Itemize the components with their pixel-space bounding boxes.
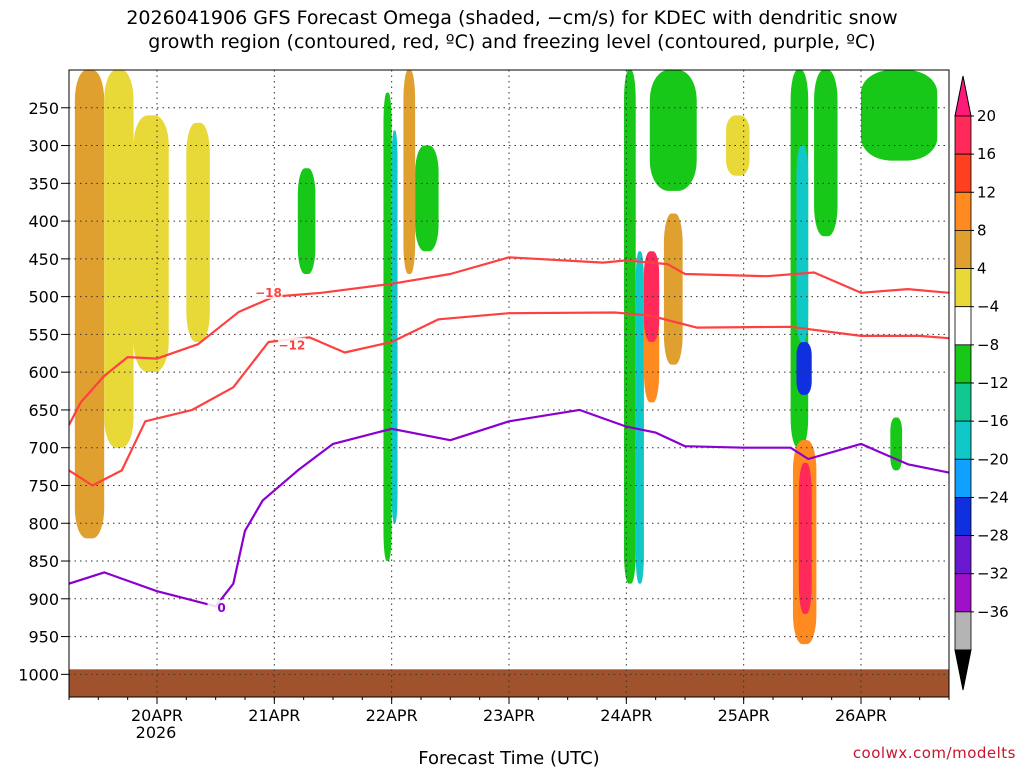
- omega-patch: [74, 70, 105, 539]
- y-tick-label: 750: [28, 476, 59, 495]
- y-tick-label: 800: [28, 514, 59, 533]
- colorbar-swatch: [954, 344, 972, 384]
- colorbar-swatch: [954, 573, 972, 613]
- colorbar-label: −4: [977, 298, 999, 316]
- colorbar: 20 16 12 8 4 −4 −8 −12 −16 −20 −24 −28 −32 −36: [954, 75, 1009, 691]
- colorbar-label: 16: [977, 145, 996, 163]
- colorbar-swatch: [954, 306, 972, 346]
- y-tick-label: 300: [28, 137, 59, 156]
- colorbar-swatch: [954, 115, 972, 155]
- colorbar-label: −32: [977, 565, 1009, 583]
- colorbar-label: −36: [977, 603, 1009, 621]
- omega-patch: [663, 213, 683, 365]
- x-tick-label: 25APR: [718, 706, 770, 725]
- contour-lines: −18 −12 0: [69, 256, 949, 615]
- contour-label: −12: [279, 339, 306, 353]
- contour-label: 0: [217, 601, 225, 615]
- colorbar-label: −8: [977, 336, 999, 354]
- x-axis: 20APR 21APR 22APR 23APR 24APR 25APR 26APR: [68, 697, 950, 725]
- y-tick-label: 500: [28, 288, 59, 307]
- y-tick-label: 600: [28, 363, 59, 382]
- y-axis: 250 300 350 400 450 500 550 600 650 700 750 800 850 9…: [18, 99, 69, 684]
- colorbar-bottom-arrow: [954, 649, 972, 691]
- y-tick-label: 550: [28, 325, 59, 344]
- omega-patch: [726, 115, 750, 176]
- omega-patch: [133, 115, 169, 373]
- contour-label-bg: [254, 284, 283, 299]
- y-tick-label: 900: [28, 590, 59, 609]
- colorbar-swatch: [954, 230, 972, 269]
- colorbar-label: 12: [977, 183, 996, 201]
- y-tick-label: 450: [28, 250, 59, 269]
- colorbar-label: 20: [977, 107, 996, 125]
- omega-patch: [890, 417, 903, 471]
- omega-patch: [796, 341, 812, 395]
- x-tick-label: 22APR: [366, 706, 418, 725]
- colorbar-swatch: [954, 382, 972, 422]
- colorbar-swatch: [954, 191, 972, 231]
- colorbar-label: 4: [977, 260, 987, 278]
- colorbar-swatch: [954, 497, 972, 536]
- omega-patch: [623, 70, 636, 584]
- y-tick-label: 1000: [18, 665, 59, 684]
- x-tick-label: 21APR: [248, 706, 300, 725]
- watermark-text: coolwx.com/modelts: [852, 744, 1016, 762]
- omega-patch: [861, 70, 938, 161]
- omega-patch: [796, 145, 809, 342]
- colorbar-swatch: [954, 535, 972, 575]
- omega-patch: [403, 70, 416, 274]
- colorbar-label: −28: [977, 527, 1009, 545]
- omega-patch: [814, 70, 838, 237]
- omega-patch: [186, 122, 210, 342]
- colorbar-swatch: [954, 458, 972, 498]
- colorbar-label: −12: [977, 374, 1009, 392]
- x-tick-label: 24APR: [600, 706, 652, 725]
- omega-patch: [635, 251, 644, 584]
- omega-patch: [643, 251, 660, 342]
- grid-lines: [69, 70, 949, 697]
- omega-patch: [391, 130, 398, 524]
- colorbar-label: 8: [977, 221, 987, 239]
- contour-label-bg: [207, 599, 236, 614]
- colorbar-top-arrow: [954, 75, 972, 117]
- x-tick-label: 26APR: [835, 706, 887, 725]
- omega-shading: [74, 70, 938, 645]
- y-tick-label: 400: [28, 212, 59, 231]
- colorbar-swatch: [954, 420, 972, 460]
- colorbar-label: −24: [977, 488, 1009, 506]
- y-tick-label: 850: [28, 552, 59, 571]
- contour-line-0: [69, 408, 949, 608]
- omega-patch: [649, 70, 697, 191]
- y-tick-label: 250: [28, 99, 59, 118]
- x-tick-label: 20APR: [131, 706, 183, 725]
- contour-label-bg: [277, 337, 306, 352]
- colorbar-swatch: [954, 153, 972, 193]
- colorbar-swatch: [954, 268, 972, 308]
- colorbar-label: −16: [977, 412, 1009, 430]
- omega-patch: [383, 92, 392, 562]
- colorbar-swatch: [954, 611, 972, 651]
- contour-label: −18: [255, 286, 282, 300]
- y-tick-label: 650: [28, 401, 59, 420]
- contour-line--18: [69, 256, 949, 426]
- y-tick-label: 350: [28, 174, 59, 193]
- contour-line--12: [69, 311, 949, 487]
- colorbar-label: −20: [977, 450, 1009, 468]
- x-tick-label: 23APR: [483, 706, 535, 725]
- omega-patch: [415, 145, 439, 252]
- x-axis-label: Forecast Time (UTC): [418, 748, 599, 768]
- omega-patch: [798, 462, 812, 614]
- chart-title: 2026041906 GFS Forecast Omega (shaded, −…: [126, 7, 898, 53]
- x-axis-sublabel: 2026: [136, 723, 177, 742]
- y-tick-label: 950: [28, 628, 59, 647]
- y-tick-label: 700: [28, 439, 59, 458]
